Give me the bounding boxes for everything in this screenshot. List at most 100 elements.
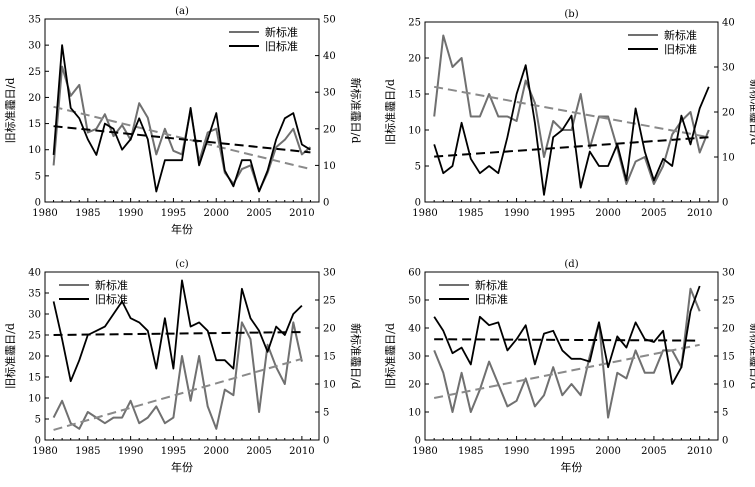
y-left-tick-label: 10: [28, 145, 41, 156]
y-right-axis-title: 新标准霾日/d: [748, 79, 755, 145]
y-right-tick-label: 25: [323, 296, 336, 307]
y-right-tick-label: 5: [722, 408, 728, 419]
old-standard-series-line: [433, 64, 710, 196]
y-left-tick-label: 60: [408, 268, 421, 279]
y-left-tick-label: 10: [408, 126, 421, 137]
y-left-tick-label: 0: [415, 436, 421, 447]
y-right-tick-label: 10: [323, 380, 336, 391]
y-left-tick-label: 25: [408, 18, 421, 29]
y-left-tick-label: 50: [408, 296, 421, 307]
x-tick-label: 1985: [75, 208, 100, 219]
x-tick-label: 1990: [504, 446, 529, 457]
panel-d: (d)1980 1985 1990 1995 2000 2005 2010010203040…: [383, 259, 755, 474]
old-standard-trend-line: [53, 125, 311, 154]
y-left-tick-label: 25: [28, 331, 41, 342]
x-tick-label: 2010: [687, 446, 712, 457]
y-right-tick-label: 10: [323, 161, 336, 172]
x-tick-label: 2005: [641, 208, 666, 219]
x-tick-label: 1995: [550, 208, 575, 219]
y-left-tick-label: 30: [408, 352, 421, 363]
y-left-tick-label: 30: [28, 310, 41, 321]
panel-a: (a)1980 1985 1990 1995 2000 2005 2010051015202…: [3, 6, 363, 236]
y-right-tick-label: 0: [323, 198, 329, 209]
x-tick-label: 2000: [204, 208, 229, 219]
y-left-tick-label: 5: [35, 171, 41, 182]
y-right-tick-label: 30: [722, 268, 735, 279]
new-standard-series-line: [433, 34, 710, 185]
y-left-tick-label: 40: [408, 324, 421, 335]
legend-label: 新标准: [265, 25, 298, 39]
x-tick-label: 2000: [204, 446, 229, 457]
new-standard-series-line: [52, 65, 312, 192]
y-left-tick-label: 5: [415, 162, 421, 173]
legend-label: 旧标准: [664, 42, 697, 56]
legend-label: 新标准: [664, 28, 697, 42]
y-right-tick-label: 30: [722, 63, 735, 74]
x-tick-label: 1980: [32, 446, 57, 457]
panel-label: (b): [564, 9, 578, 20]
x-tick-label: 1980: [412, 208, 437, 219]
y-left-tick-label: 25: [28, 67, 41, 78]
y-right-tick-label: 20: [323, 324, 336, 335]
x-tick-label: 1980: [32, 208, 57, 219]
y-left-tick-label: 15: [408, 90, 421, 101]
y-right-axis-title: 新标准霾日/d: [349, 78, 363, 144]
x-tick-label: 2010: [289, 446, 314, 457]
x-tick-label: 2005: [246, 446, 271, 457]
x-tick-label: 1995: [550, 446, 575, 457]
y-left-tick-label: 15: [28, 373, 41, 384]
x-axis-title: 年份: [171, 222, 193, 236]
x-tick-label: 1985: [458, 208, 483, 219]
new-standard-trend-line: [53, 105, 311, 171]
old-standard-trend-line: [434, 338, 700, 342]
legend-label: 新标准: [95, 278, 128, 292]
x-tick-label: 1995: [161, 446, 186, 457]
y-right-axis-title: 新标准霾日/d: [748, 323, 755, 389]
y-left-axis-title: 旧标准霾日/d: [383, 79, 397, 145]
y-right-tick-label: 15: [722, 352, 735, 363]
x-tick-label: 1990: [118, 446, 143, 457]
y-right-tick-label: 20: [722, 324, 735, 335]
legend-label: 旧标准: [265, 39, 298, 53]
y-right-tick-label: 5: [323, 408, 329, 419]
y-left-tick-label: 20: [28, 352, 41, 363]
x-tick-label: 2005: [641, 446, 666, 457]
x-tick-label: 1985: [458, 446, 483, 457]
x-tick-label: 2010: [289, 208, 314, 219]
new-standard-series-line: [433, 287, 701, 419]
legend-label: 旧标准: [475, 292, 508, 306]
y-right-tick-label: 0: [722, 198, 728, 209]
old-standard-trend-line: [434, 136, 709, 158]
y-right-tick-label: 20: [323, 124, 336, 135]
y-right-tick-label: 40: [722, 18, 735, 29]
y-left-tick-label: 20: [408, 380, 421, 391]
panel-label: (c): [175, 259, 189, 270]
x-axis-title: 年份: [171, 460, 193, 474]
y-left-axis-title: 旧标准霾日/d: [3, 323, 17, 389]
y-right-tick-label: 50: [323, 15, 336, 26]
y-right-tick-label: 10: [722, 153, 735, 164]
y-right-tick-label: 0: [722, 436, 728, 447]
old-standard-series-line: [52, 44, 311, 193]
new-standard-trend-line: [433, 343, 700, 399]
y-right-tick-label: 20: [722, 108, 735, 119]
new-standard-trend-line: [53, 357, 303, 431]
y-left-tick-label: 10: [408, 408, 421, 419]
x-tick-label: 2000: [595, 208, 620, 219]
x-axis-title: 年份: [561, 460, 583, 474]
panel-c: (c)1980 1985 1990 1995 2000 2005 2010051015202…: [3, 259, 363, 474]
y-right-tick-label: 10: [722, 380, 735, 391]
x-tick-label: 1990: [118, 208, 143, 219]
y-left-tick-label: 0: [415, 198, 421, 209]
panel-label: (a): [175, 6, 189, 17]
y-right-tick-label: 30: [323, 88, 336, 99]
y-left-tick-label: 0: [35, 198, 41, 209]
x-tick-label: 2010: [687, 208, 712, 219]
y-left-tick-label: 5: [35, 415, 41, 426]
y-left-tick-label: 0: [35, 436, 41, 447]
x-tick-label: 1995: [161, 208, 186, 219]
y-right-axis-title: 新标准霾日/d: [349, 323, 363, 389]
y-left-tick-label: 35: [28, 15, 41, 26]
y-right-tick-label: 15: [323, 352, 336, 363]
